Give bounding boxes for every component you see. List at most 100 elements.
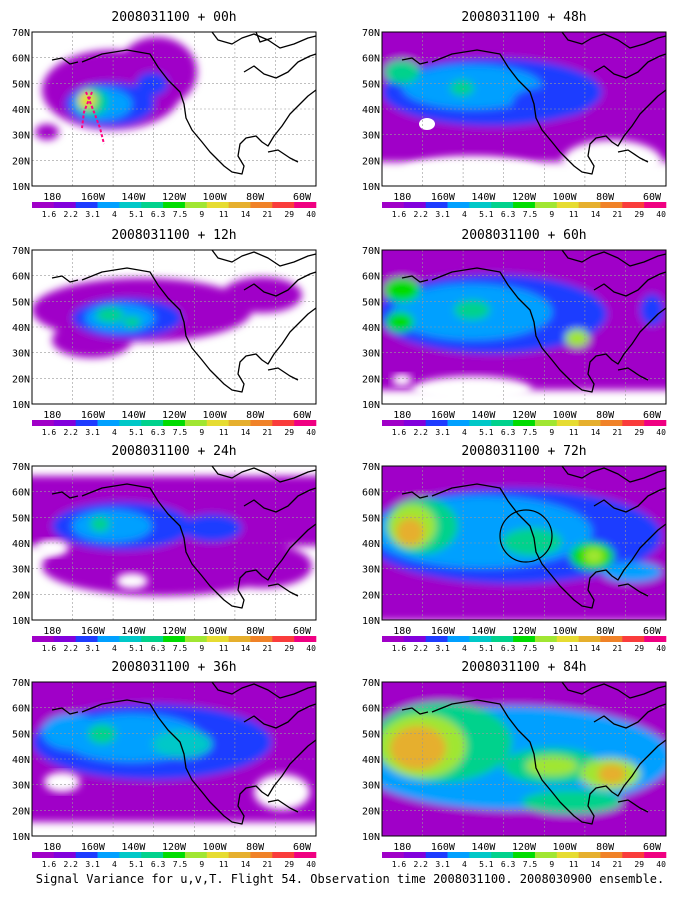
colorbar-swatch bbox=[600, 420, 623, 426]
colorbar-label: 2.2 bbox=[414, 210, 429, 219]
svg-text:10N: 10N bbox=[362, 832, 380, 843]
svg-text:70N: 70N bbox=[12, 28, 30, 39]
colorbar-swatch bbox=[403, 420, 426, 426]
svg-text:60N: 60N bbox=[12, 488, 30, 499]
grid bbox=[32, 32, 316, 186]
svg-text:20N: 20N bbox=[12, 590, 30, 601]
svg-text:180: 180 bbox=[43, 626, 61, 637]
svg-text:30N: 30N bbox=[12, 131, 30, 142]
svg-text:50N: 50N bbox=[12, 513, 30, 524]
grid bbox=[382, 32, 666, 186]
svg-text:10N: 10N bbox=[362, 400, 380, 411]
colorbar-swatch bbox=[294, 420, 317, 426]
colorbar-swatch bbox=[163, 202, 186, 208]
colorbar-label: 11 bbox=[219, 210, 229, 219]
coastline bbox=[401, 31, 667, 175]
colorbar-label: 14 bbox=[241, 428, 251, 437]
colorbar-swatch bbox=[32, 852, 55, 858]
colorbar-label: 29 bbox=[634, 210, 644, 219]
svg-text:30N: 30N bbox=[362, 131, 380, 142]
svg-text:160W: 160W bbox=[81, 842, 106, 853]
grid bbox=[382, 250, 666, 404]
map-frame bbox=[31, 31, 317, 187]
coastline bbox=[51, 465, 317, 609]
svg-text:80W: 80W bbox=[596, 626, 615, 637]
panel-title: 2008031100 + 24h bbox=[111, 444, 236, 459]
colorbar-label: 7.5 bbox=[523, 210, 538, 219]
lon-axis: 180 160W 140W 120W 100W 80W 60W bbox=[43, 192, 312, 203]
svg-text:60W: 60W bbox=[293, 410, 312, 421]
svg-text:60N: 60N bbox=[362, 54, 380, 65]
colorbar-swatch bbox=[272, 202, 295, 208]
svg-text:70N: 70N bbox=[362, 246, 380, 257]
svg-text:70N: 70N bbox=[362, 678, 380, 689]
colorbar-swatch bbox=[425, 420, 448, 426]
svg-text:60N: 60N bbox=[12, 272, 30, 283]
svg-text:160W: 160W bbox=[81, 192, 106, 203]
colorbar-label: 5.1 bbox=[479, 644, 494, 653]
colorbar-swatch bbox=[206, 202, 229, 208]
colorbar-swatch bbox=[184, 202, 208, 208]
colorbar-swatch bbox=[622, 852, 645, 858]
colorbar-swatch bbox=[163, 852, 186, 858]
svg-text:160W: 160W bbox=[81, 626, 106, 637]
colorbar-label: 3.1 bbox=[435, 210, 450, 219]
svg-text:50N: 50N bbox=[362, 513, 380, 524]
svg-text:180: 180 bbox=[393, 410, 411, 421]
svg-text:140W: 140W bbox=[121, 626, 146, 637]
panel-12h: 2008031100 + 12h bbox=[12, 228, 317, 437]
svg-text:140W: 140W bbox=[121, 842, 146, 853]
colorbar-swatch bbox=[644, 636, 667, 642]
panel-48h: 2008031100 + 48h bbox=[362, 10, 667, 219]
colorbar-label: 11 bbox=[569, 210, 579, 219]
colorbar-label: 7.5 bbox=[173, 860, 188, 869]
svg-text:120W: 120W bbox=[512, 410, 537, 421]
colorbar: 1.6 2.2 3.1 4 5.1 6.3 7.5 9 11 14 21 29 40 bbox=[32, 420, 317, 437]
svg-text:120W: 120W bbox=[512, 842, 537, 853]
svg-text:20N: 20N bbox=[12, 806, 30, 817]
colorbar-swatch bbox=[403, 852, 426, 858]
colorbar-swatch bbox=[97, 636, 120, 642]
svg-text:50N: 50N bbox=[12, 729, 30, 740]
colorbar-label: 7.5 bbox=[173, 428, 188, 437]
colorbar-swatch bbox=[119, 636, 142, 642]
colorbar-swatch bbox=[469, 636, 492, 642]
svg-text:40N: 40N bbox=[362, 105, 380, 116]
colorbar-label: 9 bbox=[199, 210, 204, 219]
colorbar-label: 29 bbox=[634, 860, 644, 869]
colorbar-swatch bbox=[382, 852, 405, 858]
svg-text:160W: 160W bbox=[431, 842, 456, 853]
svg-text:60N: 60N bbox=[362, 272, 380, 283]
colorbar-swatch bbox=[469, 420, 492, 426]
colorbar-swatch bbox=[141, 636, 164, 642]
colorbar-swatch bbox=[250, 636, 273, 642]
colorbar-label: 40 bbox=[656, 860, 666, 869]
colorbar-swatch bbox=[447, 420, 470, 426]
svg-text:40N: 40N bbox=[362, 323, 380, 334]
colorbar-label: 9 bbox=[199, 644, 204, 653]
colorbar-label: 3.1 bbox=[85, 428, 100, 437]
svg-text:160W: 160W bbox=[431, 192, 456, 203]
colorbar-label: 9 bbox=[549, 644, 554, 653]
svg-text:100W: 100W bbox=[553, 842, 578, 853]
svg-text:120W: 120W bbox=[512, 626, 537, 637]
colorbar-label: 4 bbox=[462, 210, 467, 219]
colorbar-label: 40 bbox=[656, 428, 666, 437]
svg-text:40N: 40N bbox=[12, 539, 30, 550]
colorbar-swatch bbox=[228, 202, 251, 208]
colorbar-label: 1.6 bbox=[392, 644, 407, 653]
grid bbox=[32, 466, 316, 620]
colorbar-label: 40 bbox=[306, 860, 316, 869]
colorbar-label: 6.3 bbox=[501, 428, 516, 437]
svg-text:180: 180 bbox=[43, 410, 61, 421]
colorbar-swatch bbox=[403, 636, 426, 642]
map-frame bbox=[381, 465, 667, 621]
lat-axis: 70N 60N 50N 40N 30N 20N 10N bbox=[362, 246, 380, 411]
grid bbox=[382, 682, 666, 836]
colorbar-label: 4 bbox=[462, 428, 467, 437]
colorbar-swatch bbox=[556, 420, 579, 426]
svg-text:60N: 60N bbox=[362, 488, 380, 499]
colorbar-swatch bbox=[600, 852, 623, 858]
colorbar-swatch bbox=[141, 202, 164, 208]
colorbar-label: 11 bbox=[219, 428, 229, 437]
